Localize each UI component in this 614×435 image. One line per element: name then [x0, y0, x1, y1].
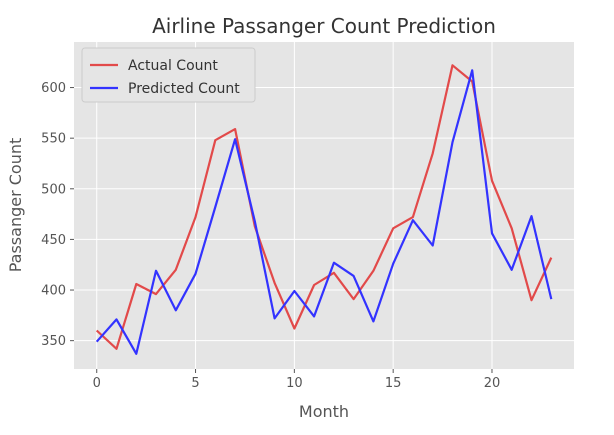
- legend-box: [81, 47, 256, 103]
- x-axis-ticks: 0 5 10 15 20: [93, 369, 501, 391]
- legend-label-actual-count: Actual Count: [128, 58, 218, 74]
- y-axis-label: Passanger Count: [6, 138, 25, 273]
- x-tick-label: 20: [484, 376, 501, 391]
- series-layer: [95, 64, 553, 355]
- y-tick-label: 400: [41, 284, 66, 299]
- series-line-predicted-count: [95, 69, 553, 355]
- y-axis-ticks: 350 400 450 500 550 600: [41, 81, 74, 349]
- legend: Actual Count Predicted Count: [81, 47, 256, 103]
- x-tick-label: 0: [93, 376, 101, 391]
- x-tick-label: 15: [385, 376, 402, 391]
- y-tick-label: 500: [41, 182, 66, 197]
- y-tick-label: 450: [41, 233, 66, 248]
- chart-title: Airline Passanger Count Prediction: [152, 14, 496, 38]
- x-axis-label: Month: [299, 402, 349, 421]
- y-tick-label: 550: [41, 132, 66, 147]
- y-tick-label: 600: [41, 81, 66, 96]
- legend-label-predicted-count: Predicted Count: [128, 81, 240, 97]
- x-tick-label: 10: [286, 376, 303, 391]
- grid-lines: [74, 42, 574, 369]
- y-tick-label: 350: [41, 334, 66, 349]
- x-tick-label: 5: [191, 376, 199, 391]
